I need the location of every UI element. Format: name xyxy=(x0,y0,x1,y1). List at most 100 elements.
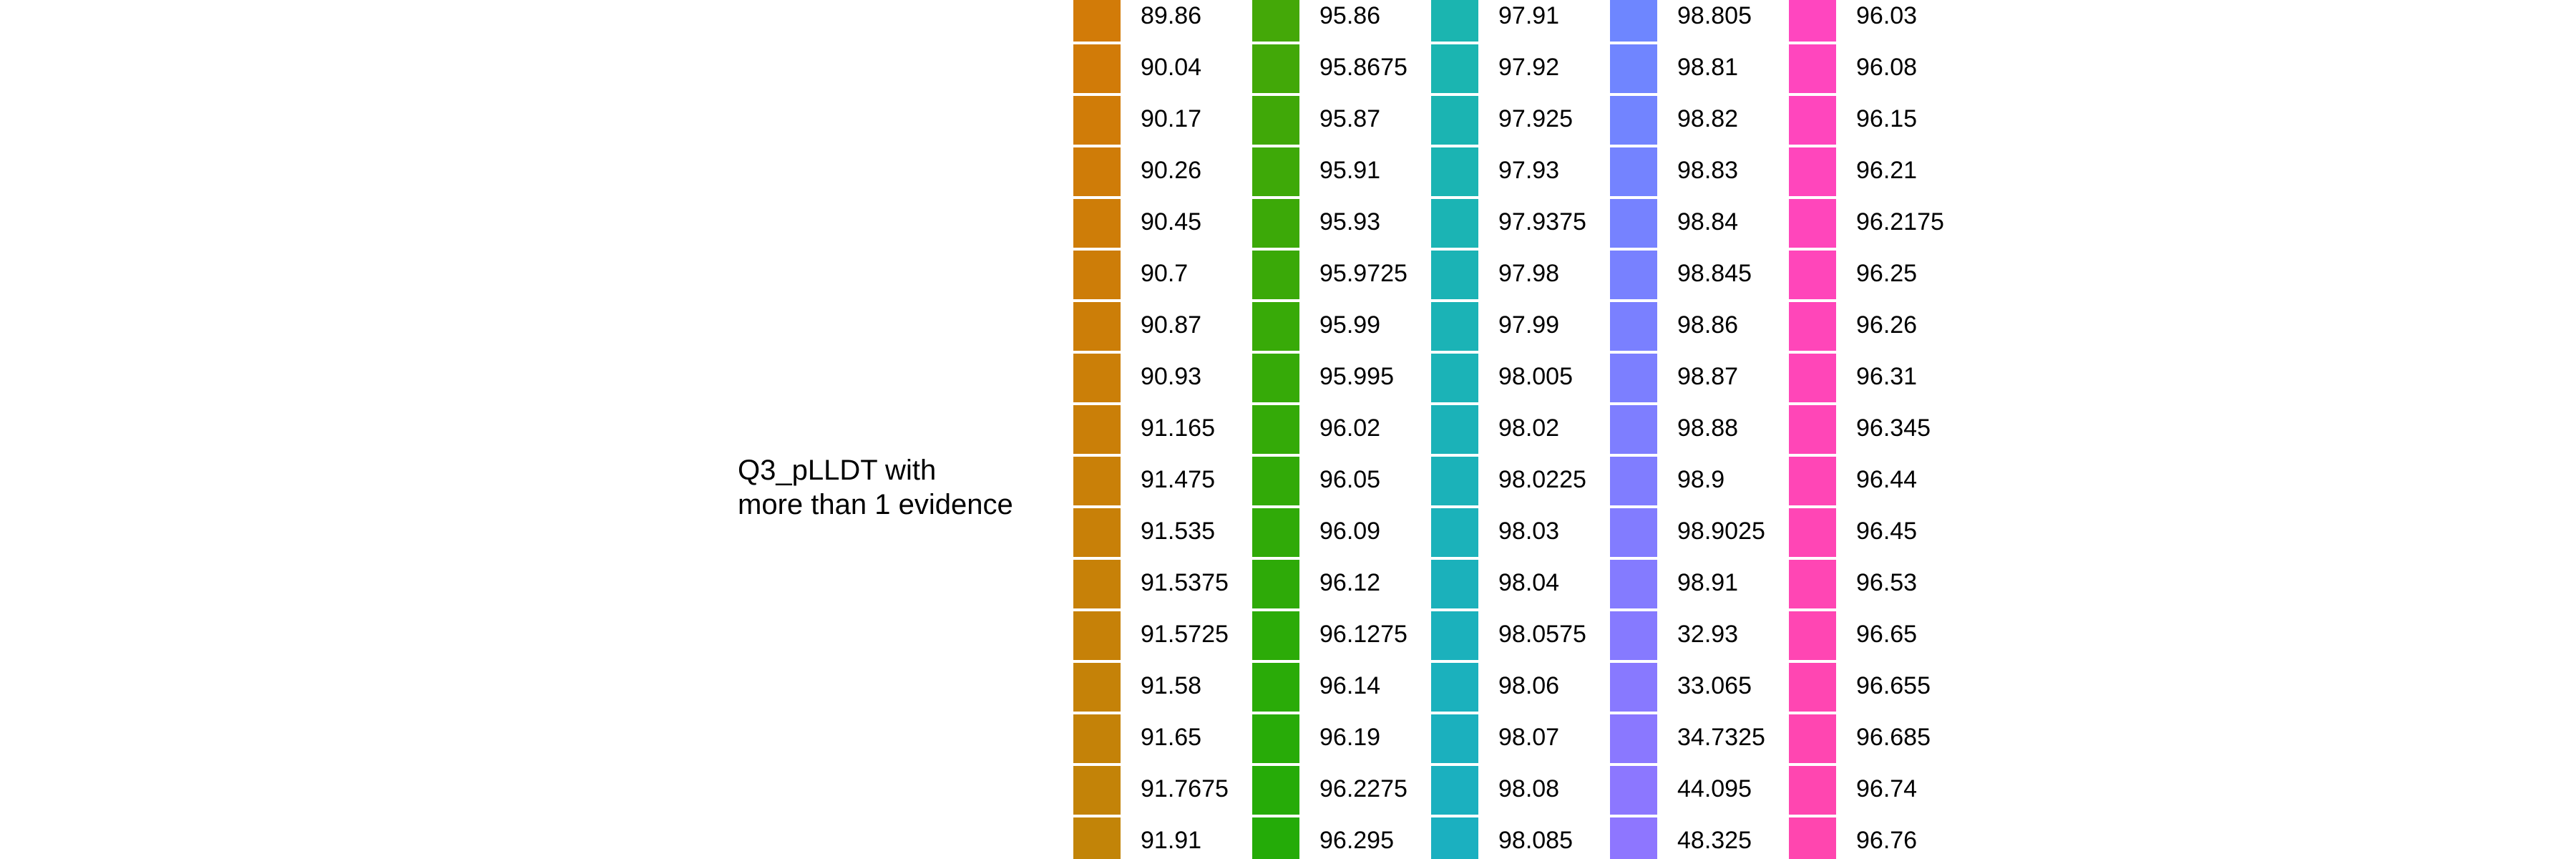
legend-key-swatch xyxy=(1431,714,1478,763)
legend-key-label: 97.925 xyxy=(1498,105,1573,132)
legend-key-swatch xyxy=(1431,663,1478,712)
legend-key-swatch xyxy=(1789,302,1836,351)
legend-key-label: 96.14 xyxy=(1319,672,1380,699)
legend-key-swatch xyxy=(1789,354,1836,402)
legend-key-label: 98.02 xyxy=(1498,414,1559,442)
legend-key-label: 44.095 xyxy=(1677,775,1752,802)
legend-key-swatch xyxy=(1610,457,1657,505)
legend-key-swatch xyxy=(1252,611,1299,660)
legend-key-swatch xyxy=(1431,199,1478,248)
legend-key-label: 98.83 xyxy=(1677,157,1738,184)
legend-key-label: 98.9025 xyxy=(1677,518,1765,545)
legend-key-label: 96.2275 xyxy=(1319,775,1407,802)
legend-key-swatch xyxy=(1789,405,1836,454)
legend-key-swatch xyxy=(1431,0,1478,42)
legend-key-label: 95.995 xyxy=(1319,363,1394,390)
legend-key-label: 96.44 xyxy=(1856,466,1917,493)
legend-key-label: 91.5375 xyxy=(1141,569,1229,596)
legend-key-swatch xyxy=(1252,663,1299,712)
legend-key-swatch xyxy=(1431,508,1478,557)
legend-key-label: 98.04 xyxy=(1498,569,1559,596)
legend-key-label: 98.03 xyxy=(1498,518,1559,545)
legend-key-label: 98.91 xyxy=(1677,569,1738,596)
legend-key-label: 96.685 xyxy=(1856,724,1931,751)
legend-key-label: 96.31 xyxy=(1856,363,1917,390)
legend-key-label: 95.8675 xyxy=(1319,54,1407,81)
legend-key-swatch xyxy=(1789,611,1836,660)
legend-key-swatch xyxy=(1073,251,1121,299)
legend-key-swatch xyxy=(1789,508,1836,557)
legend-key-label: 34.7325 xyxy=(1677,724,1765,751)
legend-key-label: 96.26 xyxy=(1856,311,1917,339)
legend-key-label: 96.345 xyxy=(1856,414,1931,442)
legend-key-label: 90.26 xyxy=(1141,157,1201,184)
legend-key-label: 98.81 xyxy=(1677,54,1738,81)
legend-key-label: 91.91 xyxy=(1141,827,1201,854)
legend-key-label: 90.04 xyxy=(1141,54,1201,81)
legend-key-swatch xyxy=(1252,817,1299,859)
legend-key-label: 90.7 xyxy=(1141,260,1188,287)
legend-key-swatch xyxy=(1789,44,1836,93)
legend-key-label: 97.99 xyxy=(1498,311,1559,339)
legend-key-label: 98.845 xyxy=(1677,260,1752,287)
legend-key-swatch xyxy=(1073,817,1121,859)
legend-key-label: 96.65 xyxy=(1856,621,1917,648)
legend-key-label: 98.06 xyxy=(1498,672,1559,699)
legend-key-label: 96.19 xyxy=(1319,724,1380,751)
legend-key-swatch xyxy=(1252,714,1299,763)
legend-key-swatch xyxy=(1431,560,1478,608)
legend-key-label: 91.475 xyxy=(1141,466,1215,493)
legend-key-swatch xyxy=(1610,44,1657,93)
legend-key-label: 91.5725 xyxy=(1141,621,1229,648)
legend-key-swatch xyxy=(1073,96,1121,145)
legend-key-swatch xyxy=(1252,405,1299,454)
legend-key-label: 95.99 xyxy=(1319,311,1380,339)
legend-key-label: 33.065 xyxy=(1677,672,1752,699)
legend-key-swatch xyxy=(1073,147,1121,196)
legend-key-label: 95.87 xyxy=(1319,105,1380,132)
legend-key-label: 97.91 xyxy=(1498,2,1559,29)
legend-key-swatch xyxy=(1073,302,1121,351)
legend-key-label: 96.1275 xyxy=(1319,621,1407,648)
legend-key-swatch xyxy=(1431,251,1478,299)
legend-key-label: 96.25 xyxy=(1856,260,1917,287)
legend-key-swatch xyxy=(1073,663,1121,712)
legend-key-swatch xyxy=(1610,405,1657,454)
legend-key-swatch xyxy=(1252,457,1299,505)
legend-key-swatch xyxy=(1610,817,1657,859)
legend-key-swatch xyxy=(1252,199,1299,248)
legend-key-swatch xyxy=(1073,766,1121,815)
legend-key-swatch xyxy=(1610,508,1657,557)
legend-key-swatch xyxy=(1073,0,1121,42)
legend-key-label: 98.86 xyxy=(1677,311,1738,339)
legend-key-label: 96.45 xyxy=(1856,518,1917,545)
legend-key-swatch xyxy=(1789,714,1836,763)
legend-key-label: 96.08 xyxy=(1856,54,1917,81)
legend-key-label: 90.93 xyxy=(1141,363,1201,390)
legend-key-swatch xyxy=(1252,302,1299,351)
legend-key-label: 98.0225 xyxy=(1498,466,1586,493)
legend-key-label: 90.17 xyxy=(1141,105,1201,132)
legend-key-label: 95.91 xyxy=(1319,157,1380,184)
legend-key-swatch xyxy=(1252,96,1299,145)
legend-key-label: 96.12 xyxy=(1319,569,1380,596)
legend-key-label: 96.295 xyxy=(1319,827,1394,854)
legend-key-label: 98.085 xyxy=(1498,827,1573,854)
legend-key-swatch xyxy=(1431,96,1478,145)
legend-key-swatch xyxy=(1610,302,1657,351)
legend-key-swatch xyxy=(1431,766,1478,815)
legend-key-swatch xyxy=(1252,251,1299,299)
legend-key-swatch xyxy=(1789,147,1836,196)
legend-key-label: 96.03 xyxy=(1856,2,1917,29)
legend-key-swatch xyxy=(1789,0,1836,42)
legend-key-swatch xyxy=(1431,354,1478,402)
legend-key-label: 96.09 xyxy=(1319,518,1380,545)
legend-key-label: 96.74 xyxy=(1856,775,1917,802)
legend-key-swatch xyxy=(1789,457,1836,505)
legend-key-swatch xyxy=(1789,199,1836,248)
legend-key-swatch xyxy=(1252,560,1299,608)
legend-key-swatch xyxy=(1431,611,1478,660)
legend-key-label: 48.325 xyxy=(1677,827,1752,854)
legend-key-swatch xyxy=(1073,508,1121,557)
